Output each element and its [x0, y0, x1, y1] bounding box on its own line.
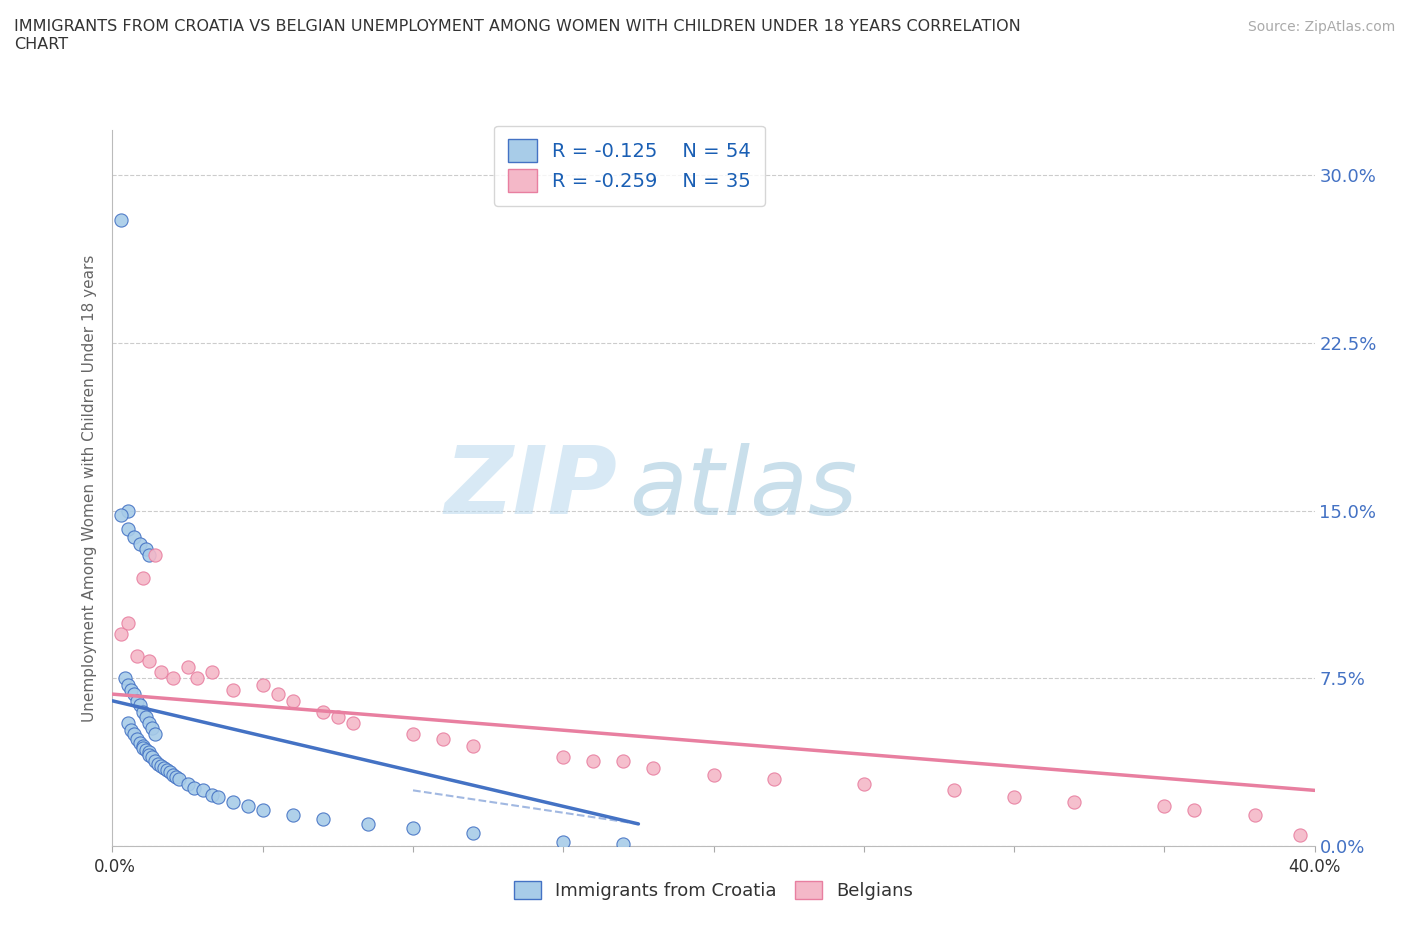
Point [612, 754, 634, 769]
Point [852, 777, 875, 791]
Point [162, 767, 184, 782]
Text: CHART: CHART [14, 37, 67, 52]
Legend: Immigrants from Croatia, Belgians: Immigrants from Croatia, Belgians [505, 871, 922, 909]
Point [402, 727, 425, 742]
Text: ZIP: ZIP [444, 443, 617, 534]
Point [110, 626, 132, 641]
Point [432, 732, 454, 747]
Point [1243, 807, 1265, 822]
Text: 0.0%: 0.0% [94, 858, 136, 876]
Point [146, 756, 169, 771]
Point [135, 709, 157, 724]
Point [582, 754, 605, 769]
Point [141, 750, 163, 764]
Point [117, 503, 139, 518]
Point [191, 783, 214, 798]
Point [122, 686, 145, 701]
Point [128, 736, 150, 751]
Point [201, 788, 224, 803]
Point [236, 799, 259, 814]
Point [117, 615, 139, 630]
Point [149, 664, 172, 679]
Point [612, 837, 634, 852]
Point [152, 761, 174, 776]
Point [122, 727, 145, 742]
Point [281, 807, 304, 822]
Point [357, 817, 380, 831]
Point [252, 804, 274, 818]
Point [131, 570, 153, 585]
Point [176, 777, 198, 791]
Point [402, 821, 425, 836]
Point [207, 790, 229, 804]
Point [1153, 799, 1175, 814]
Point [110, 212, 132, 227]
Point [138, 653, 160, 668]
Point [117, 678, 139, 693]
Point [141, 720, 163, 735]
Point [267, 686, 290, 701]
Point [131, 705, 153, 720]
Point [135, 743, 157, 758]
Y-axis label: Unemployment Among Women with Children Under 18 years: Unemployment Among Women with Children U… [82, 255, 97, 722]
Point [252, 678, 274, 693]
Point [942, 783, 965, 798]
Point [149, 758, 172, 773]
Point [167, 772, 190, 787]
Text: atlas: atlas [630, 443, 858, 534]
Point [159, 765, 181, 780]
Point [114, 671, 136, 686]
Point [128, 537, 150, 551]
Point [110, 508, 132, 523]
Point [176, 660, 198, 675]
Point [143, 727, 166, 742]
Point [165, 769, 187, 784]
Point [186, 671, 208, 686]
Text: IMMIGRANTS FROM CROATIA VS BELGIAN UNEMPLOYMENT AMONG WOMEN WITH CHILDREN UNDER : IMMIGRANTS FROM CROATIA VS BELGIAN UNEMP… [14, 19, 1021, 33]
Point [138, 716, 160, 731]
Point [117, 521, 139, 536]
Point [222, 794, 245, 809]
Point [183, 780, 205, 795]
Point [128, 698, 150, 712]
Point [138, 745, 160, 760]
Point [643, 761, 665, 776]
Point [117, 716, 139, 731]
Point [138, 548, 160, 563]
Point [702, 767, 725, 782]
Point [312, 812, 335, 827]
Text: Source: ZipAtlas.com: Source: ZipAtlas.com [1247, 20, 1395, 34]
Point [1063, 794, 1085, 809]
Point [222, 683, 245, 698]
Point [125, 694, 148, 709]
Point [762, 772, 785, 787]
Point [1002, 790, 1025, 804]
Point [342, 716, 364, 731]
Point [122, 530, 145, 545]
Point [143, 754, 166, 769]
Point [143, 548, 166, 563]
Point [461, 738, 484, 753]
Point [138, 747, 160, 762]
Point [461, 826, 484, 841]
Point [553, 834, 575, 849]
Point [120, 723, 142, 737]
Point [131, 738, 153, 753]
Point [1184, 804, 1206, 818]
Point [162, 671, 184, 686]
Point [155, 763, 177, 777]
Point [1288, 828, 1310, 843]
Point [553, 750, 575, 764]
Point [201, 664, 224, 679]
Point [312, 705, 335, 720]
Point [125, 732, 148, 747]
Point [131, 740, 153, 755]
Point [326, 709, 349, 724]
Point [135, 541, 157, 556]
Point [281, 694, 304, 709]
Point [120, 683, 142, 698]
Point [125, 648, 148, 663]
Text: 40.0%: 40.0% [1288, 858, 1341, 876]
